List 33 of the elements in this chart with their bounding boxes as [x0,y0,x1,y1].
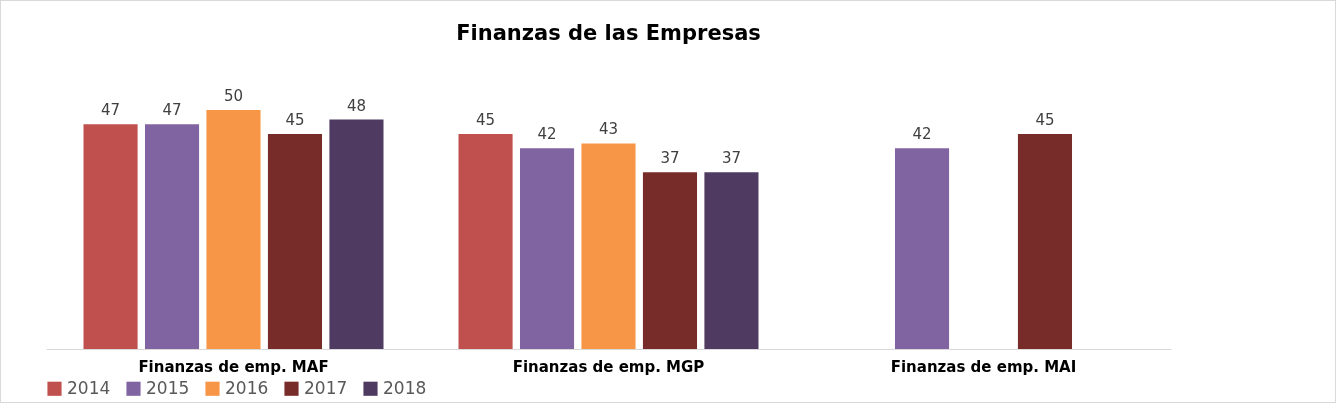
bar [519,148,575,349]
bar [83,124,138,349]
bar [642,172,698,349]
data-label: 45 [476,110,496,129]
legend-label: 2017 [304,377,348,398]
x-tick-label: Finanzas de emp. MAF [138,357,329,376]
data-label: 37 [660,149,680,168]
bar [894,148,950,349]
data-label: 45 [1035,110,1055,129]
x-tick-label: Finanzas de emp. MGP [512,357,705,376]
bar [144,124,200,349]
bar [1017,133,1073,349]
data-label: 50 [223,87,244,105]
data-label: 42 [537,125,557,144]
data-label: 42 [912,125,932,144]
bar [704,172,759,349]
x-tick-label: Finanzas de emp. MAI [890,357,1077,376]
data-label: 43 [598,120,619,139]
bar [458,133,513,349]
data-label: 47 [162,101,182,120]
legend-label: 2015 [146,377,190,398]
bar [329,119,384,349]
data-label: 48 [346,96,366,115]
bar [206,110,261,349]
data-label: 45 [285,110,305,129]
bar [267,133,323,349]
legend-label: 2018 [383,377,427,398]
bar [581,143,636,349]
data-label: 47 [101,101,121,120]
chart-title: Finanzas de las Empresas [456,21,761,45]
legend-label: 2016 [225,377,269,398]
data-label: 37 [721,149,741,168]
legend-label: 2014 [67,377,111,398]
